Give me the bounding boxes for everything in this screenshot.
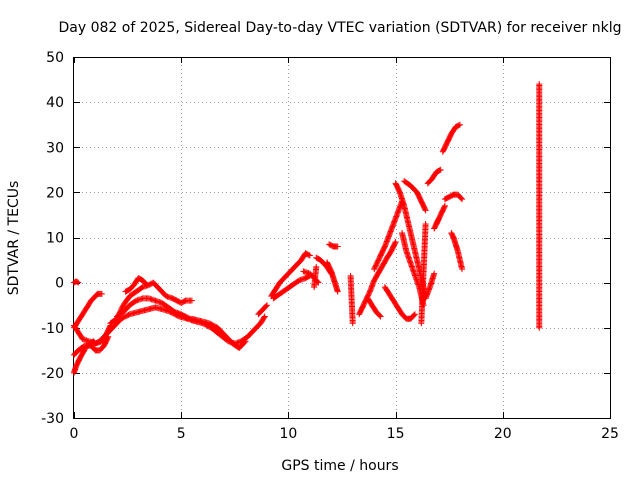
data-point [441, 202, 448, 209]
data-point [349, 320, 356, 327]
data-point [435, 216, 442, 223]
data-point [411, 311, 418, 318]
x-axis-label: GPS time / hours [281, 458, 398, 474]
data-point [188, 297, 195, 304]
data-point [456, 121, 463, 128]
data-point [306, 252, 313, 259]
data-point [436, 167, 443, 174]
x-tick-label: 5 [177, 426, 186, 442]
data-point [459, 266, 466, 273]
data-point [459, 196, 466, 203]
data-point [434, 217, 441, 224]
x-tick-label: 10 [279, 426, 297, 442]
data-point [263, 303, 270, 310]
data-point [143, 281, 150, 288]
data-point [422, 207, 429, 214]
data-point [143, 280, 150, 287]
data-point [411, 312, 418, 319]
data-point [422, 220, 429, 227]
data-point [242, 338, 249, 345]
data-point [261, 314, 268, 321]
data-point [455, 122, 462, 129]
grid [74, 57, 610, 418]
data-point [305, 251, 312, 258]
data-point [334, 288, 341, 295]
data-point [392, 240, 399, 247]
data-point [106, 323, 113, 330]
y-tick-label: -20 [41, 366, 64, 382]
y-tick-label: 30 [46, 140, 64, 156]
x-tick-label: 20 [494, 426, 512, 442]
data-point [98, 290, 105, 297]
data-point [376, 312, 383, 319]
chart-title: Day 082 of 2025, Sidereal Day-to-day VTE… [59, 20, 622, 36]
y-tick-label: 0 [55, 276, 64, 292]
y-tick-label: 50 [46, 50, 64, 66]
x-tick-label: 25 [601, 426, 619, 442]
data-marks [71, 81, 543, 376]
y-tick-label: 40 [46, 95, 64, 111]
data-point [261, 313, 268, 320]
plot-frame [73, 57, 611, 419]
data-point [441, 204, 448, 211]
data-point [75, 279, 82, 286]
data-point [422, 206, 429, 213]
data-point [431, 270, 438, 277]
data-point [313, 263, 320, 270]
y-tick-label: -30 [41, 411, 64, 427]
data-point [334, 243, 341, 250]
y-tick-label: 20 [46, 185, 64, 201]
data-point [392, 239, 399, 246]
data-point [241, 339, 248, 346]
y-tick-label: 10 [46, 231, 64, 247]
data-point [263, 302, 270, 309]
axis-ticks: 0 5 10 15 20 25 -30 -20 -10 0 10 20 30 40 50 [41, 50, 619, 442]
data-point [377, 313, 384, 320]
x-tick-label: 0 [70, 426, 79, 442]
x-tick-label: 15 [387, 426, 405, 442]
data-point [74, 278, 81, 285]
data-point [437, 166, 444, 173]
data-point [536, 324, 543, 331]
data-point [458, 195, 465, 202]
y-tick-label: -10 [41, 321, 64, 337]
y-axis-label: SDTVAR / TECUs [6, 181, 22, 296]
